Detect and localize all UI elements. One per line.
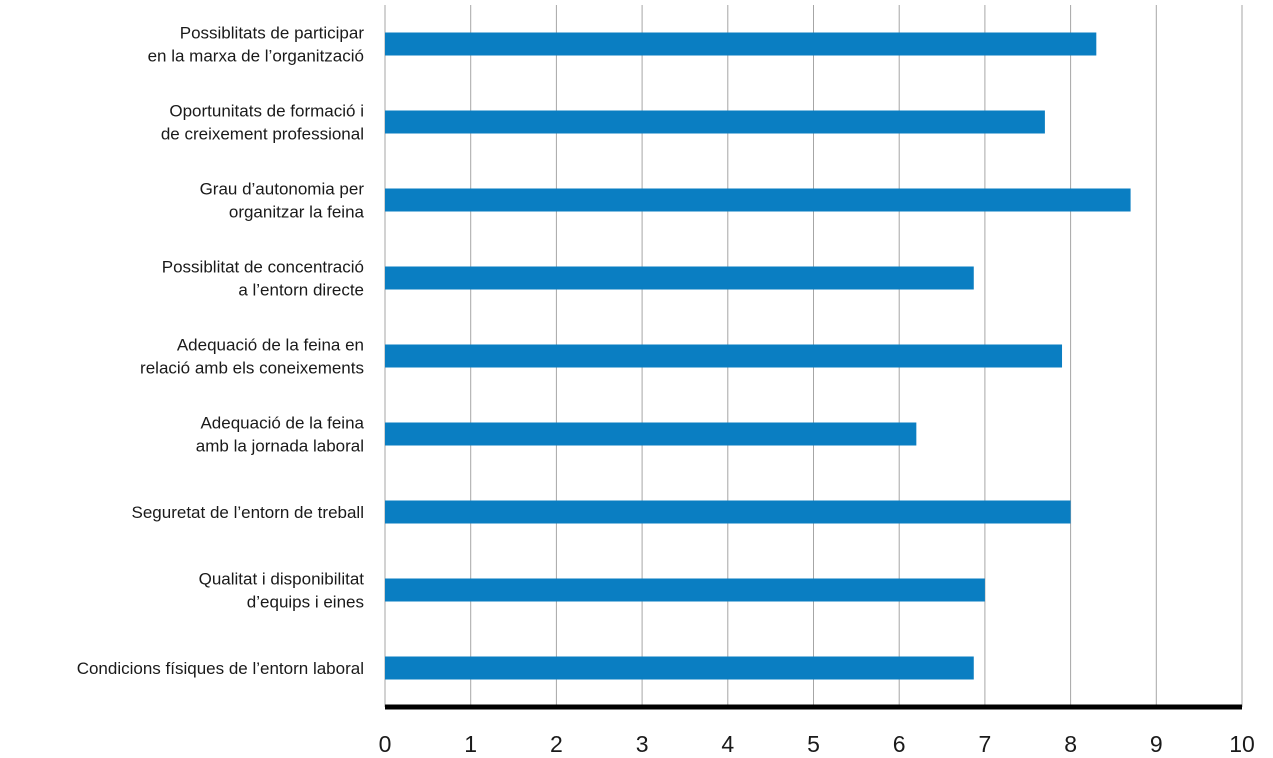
- category-label-6: Seguretat de l’entorn de treball: [132, 503, 365, 522]
- x-tick-label-1: 1: [464, 731, 477, 757]
- bar-7: [385, 578, 985, 602]
- x-tick-label-5: 5: [807, 731, 820, 757]
- category-label-line: amb la jornada laboral: [196, 437, 364, 456]
- x-tick-label-2: 2: [550, 731, 563, 757]
- x-tick-label-9: 9: [1150, 731, 1163, 757]
- category-label-line: Adequació de la feina en: [177, 336, 364, 355]
- category-label-3: Possiblitat de concentració a l’entorn di…: [162, 258, 364, 300]
- bar-3: [385, 266, 974, 290]
- category-label-line: Condicions físiques de l’entorn laboral: [77, 659, 364, 678]
- category-label-line: de creixement professional: [161, 125, 364, 144]
- category-label-line: Oportunitats de formació i: [169, 102, 364, 121]
- category-label-line: relació amb els coneixements: [140, 359, 364, 378]
- bar-5: [385, 422, 917, 446]
- x-tick-label-7: 7: [979, 731, 992, 757]
- category-label-line: Qualitat i disponibilitat: [199, 570, 365, 589]
- category-label-line: Possiblitats de participar: [180, 24, 365, 43]
- category-label-line: d’equips i eines: [247, 593, 364, 612]
- bar-6: [385, 500, 1071, 524]
- bar-8: [385, 656, 974, 680]
- x-tick-label-8: 8: [1064, 731, 1077, 757]
- category-label-line: Possiblitat de concentració: [162, 258, 364, 277]
- category-label-line: Seguretat de l’entorn de treball: [132, 503, 365, 522]
- category-label-1: Oportunitats de formació i de creixement …: [161, 102, 364, 144]
- x-tick-label-6: 6: [893, 731, 906, 757]
- bar-0: [385, 32, 1097, 56]
- x-tick-labels: 0 1 2 3 4 5 6 7 8 9 10: [379, 731, 1255, 757]
- x-tick-label-3: 3: [636, 731, 649, 757]
- bar-1: [385, 110, 1045, 134]
- category-label-0: Possiblitats de participar en la marxa de…: [148, 24, 365, 66]
- x-tick-label-10: 10: [1229, 731, 1255, 757]
- category-labels: Possiblitats de participar en la marxa de…: [77, 24, 365, 679]
- category-label-2: Grau d’autonomia per organitzar la feina: [200, 180, 365, 222]
- category-label-line: Adequació de la feina: [200, 414, 364, 433]
- category-label-8: Condicions físiques de l’entorn laboral: [77, 659, 364, 678]
- bars: [385, 32, 1131, 680]
- category-label-line: en la marxa de l’organització: [148, 47, 364, 66]
- x-tick-label-4: 4: [721, 731, 734, 757]
- category-label-line: Grau d’autonomia per: [200, 180, 365, 199]
- bar-2: [385, 188, 1131, 212]
- category-label-5: Adequació de la feina amb la jornada labo…: [196, 414, 365, 456]
- category-label-7: Qualitat i disponibilitat d’equips i eine…: [199, 570, 365, 612]
- x-tick-label-0: 0: [379, 731, 392, 757]
- category-label-4: Adequació de la feina en relació amb els …: [140, 336, 364, 378]
- category-label-line: a l’entorn directe: [238, 281, 364, 300]
- category-label-line: organitzar la feina: [229, 203, 365, 222]
- bar-4: [385, 344, 1063, 368]
